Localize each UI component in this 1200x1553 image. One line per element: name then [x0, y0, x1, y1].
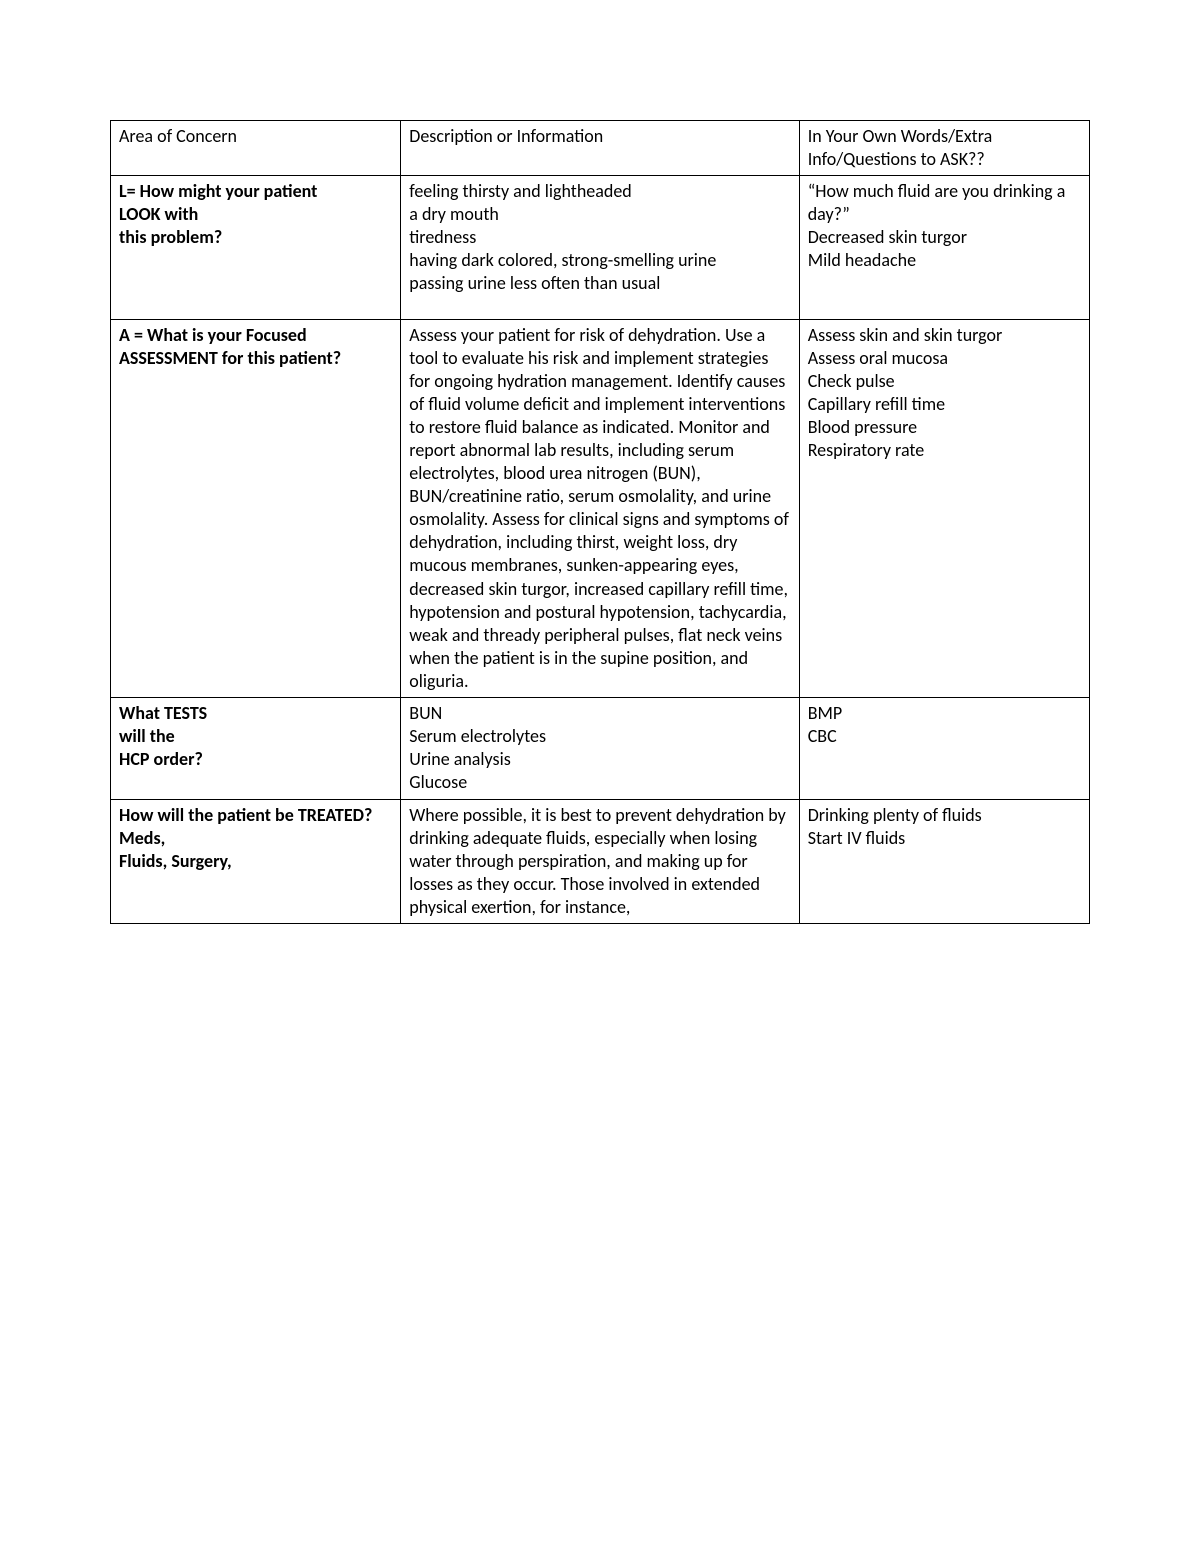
concern-cell: What TESTSwill the HCP order?: [111, 697, 401, 799]
assessment-table: Area of Concern Description or Informati…: [110, 120, 1090, 924]
header-area-of-concern: Area of Concern: [111, 121, 401, 176]
description-cell: Where possible, it is best to prevent de…: [401, 799, 799, 923]
description-cell: Assess your patient for risk of dehydrat…: [401, 320, 799, 698]
document-page: Area of Concern Description or Informati…: [0, 0, 1200, 1553]
own-words-cell: “How much fluid are you drinking a day?”…: [799, 176, 1089, 320]
table-row: A = What is your Focused ASSESSMENT for …: [111, 320, 1090, 698]
header-description: Description or Information: [401, 121, 799, 176]
concern-cell: L= How might your patientLOOK withthis p…: [111, 176, 401, 320]
concern-cell: A = What is your Focused ASSESSMENT for …: [111, 320, 401, 698]
own-words-cell: BMPCBC: [799, 697, 1089, 799]
table-body: Area of Concern Description or Informati…: [111, 121, 1090, 924]
own-words-cell: Assess skin and skin turgorAssess oral m…: [799, 320, 1089, 698]
concern-cell: How will the patient be TREATED? Meds, F…: [111, 799, 401, 923]
own-words-cell: Drinking plenty of fluidsStart IV fluids: [799, 799, 1089, 923]
table-row: What TESTSwill the HCP order? BUNSerum e…: [111, 697, 1090, 799]
header-own-words: In Your Own Words/Extra Info/Questions t…: [799, 121, 1089, 176]
table-row: L= How might your patientLOOK withthis p…: [111, 176, 1090, 320]
description-cell: BUNSerum electrolytesUrine analysisGluco…: [401, 697, 799, 799]
table-header-row: Area of Concern Description or Informati…: [111, 121, 1090, 176]
description-cell: feeling thirsty and lightheadeda dry mou…: [401, 176, 799, 320]
table-row: How will the patient be TREATED? Meds, F…: [111, 799, 1090, 923]
